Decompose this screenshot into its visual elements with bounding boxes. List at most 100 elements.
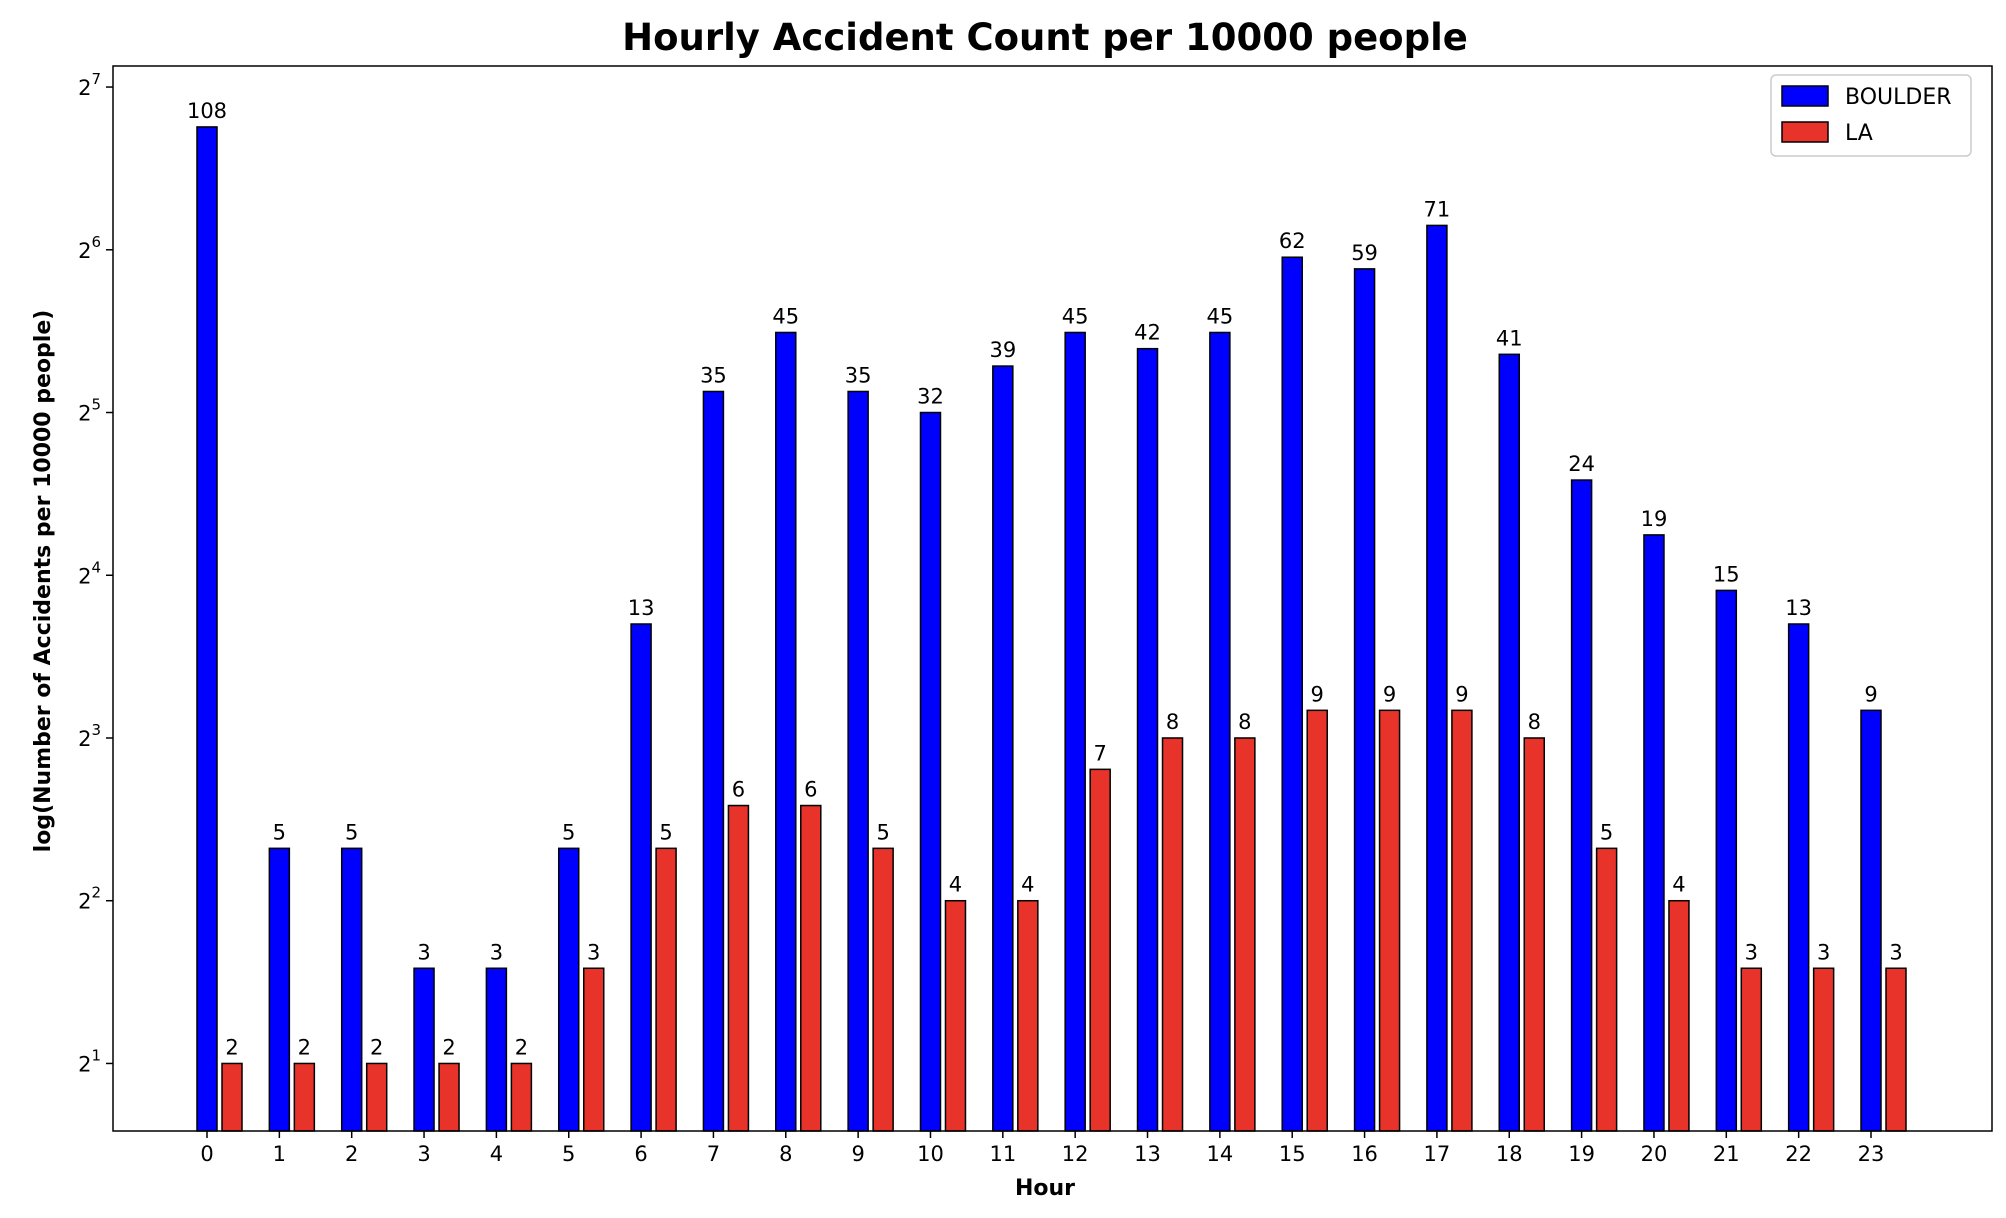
bar-la-hour-0 xyxy=(221,1062,243,1132)
x-tick-label-hour-19: 19 xyxy=(1568,1142,1595,1166)
bar-la-hour-12 xyxy=(1089,768,1111,1132)
bar-boulder-hour-1 xyxy=(268,847,291,1132)
bar-boulder-hour-4 xyxy=(485,967,508,1132)
bar-boulder-hour-19 xyxy=(1570,479,1593,1132)
x-tick-label-hour-15: 15 xyxy=(1279,1142,1306,1166)
bar-la-hour-21 xyxy=(1740,967,1763,1132)
data-label-boulder-hour-19: 24 xyxy=(1568,452,1595,476)
bar-la-hour-4 xyxy=(510,1062,533,1132)
legend-label-la: LA xyxy=(1845,121,1873,146)
x-tick-label-hour-21: 21 xyxy=(1713,1142,1740,1166)
bar-la-hour-23 xyxy=(1885,967,1907,1132)
bar-la-hour-14 xyxy=(1234,737,1256,1132)
data-label-la-hour-17: 9 xyxy=(1455,682,1468,706)
bar-boulder-hour-10 xyxy=(919,411,942,1132)
y-tick-label-2-pow-2: 22 xyxy=(78,884,101,914)
data-label-la-hour-0: 2 xyxy=(225,1035,238,1059)
data-label-boulder-hour-9: 35 xyxy=(845,363,872,387)
data-label-la-hour-21: 3 xyxy=(1745,940,1758,964)
bar-la-hour-3 xyxy=(438,1062,460,1132)
data-label-la-hour-1: 2 xyxy=(298,1035,311,1059)
data-label-boulder-hour-6: 13 xyxy=(628,596,655,620)
data-label-boulder-hour-10: 32 xyxy=(917,385,944,409)
data-label-boulder-hour-22: 13 xyxy=(1785,596,1812,620)
x-tick-label-hour-17: 17 xyxy=(1424,1142,1451,1166)
data-label-la-hour-6: 5 xyxy=(659,820,672,844)
legend-swatch-la xyxy=(1781,121,1829,143)
data-label-boulder-hour-12: 45 xyxy=(1062,304,1089,328)
x-axis-label: Hour xyxy=(1015,1176,1075,1201)
bar-la-hour-9 xyxy=(872,847,894,1132)
y-tick-label-2-pow-3: 23 xyxy=(78,721,101,751)
bar-boulder-hour-17 xyxy=(1426,224,1448,1132)
data-label-la-hour-10: 4 xyxy=(949,873,962,897)
data-label-la-hour-7: 6 xyxy=(732,778,745,802)
x-tick-label-hour-14: 14 xyxy=(1207,1142,1234,1166)
data-label-boulder-hour-1: 5 xyxy=(273,820,286,844)
data-label-boulder-hour-8: 45 xyxy=(772,304,799,328)
data-label-la-hour-22: 3 xyxy=(1817,940,1830,964)
data-label-boulder-hour-13: 42 xyxy=(1134,321,1161,345)
x-tick-label-hour-9: 9 xyxy=(851,1142,864,1166)
bar-la-hour-13 xyxy=(1161,737,1184,1132)
bar-la-hour-1 xyxy=(293,1062,316,1132)
x-tick-label-hour-4: 4 xyxy=(490,1142,503,1166)
data-label-boulder-hour-2: 5 xyxy=(345,820,358,844)
x-tick-label-hour-5: 5 xyxy=(562,1142,575,1166)
x-tick-label-hour-0: 0 xyxy=(200,1142,213,1166)
data-label-la-hour-8: 6 xyxy=(804,778,817,802)
bar-boulder-hour-0 xyxy=(196,126,218,1132)
y-tick-label-2-pow-1: 21 xyxy=(78,1046,101,1076)
data-label-la-hour-11: 4 xyxy=(1021,873,1034,897)
bar-boulder-hour-23 xyxy=(1860,709,1882,1132)
x-tick-label-hour-23: 23 xyxy=(1858,1142,1885,1166)
x-tick-label-hour-1: 1 xyxy=(273,1142,286,1166)
data-label-boulder-hour-18: 41 xyxy=(1496,326,1523,350)
data-label-la-hour-2: 2 xyxy=(370,1035,383,1059)
bar-boulder-hour-3 xyxy=(413,967,435,1132)
bar-boulder-hour-16 xyxy=(1353,268,1376,1132)
data-label-boulder-hour-21: 15 xyxy=(1713,562,1740,586)
bar-la-hour-10 xyxy=(944,899,967,1132)
y-tick-label-2-pow-6: 26 xyxy=(78,233,101,263)
data-label-boulder-hour-0: 108 xyxy=(187,99,227,123)
x-tick-label-hour-12: 12 xyxy=(1062,1142,1089,1166)
y-axis-label: log(Number of Accidents per 10000 people… xyxy=(31,310,56,853)
bar-boulder-hour-7 xyxy=(702,390,725,1132)
data-label-boulder-hour-16: 59 xyxy=(1351,241,1378,265)
bar-la-hour-5 xyxy=(582,967,605,1132)
bar-la-hour-8 xyxy=(800,804,822,1132)
bar-boulder-hour-14 xyxy=(1209,331,1231,1132)
plot-frame xyxy=(112,65,1993,1132)
bar-boulder-hour-22 xyxy=(1787,623,1810,1132)
bar-boulder-hour-5 xyxy=(557,847,580,1132)
data-label-boulder-hour-5: 5 xyxy=(562,820,575,844)
data-label-boulder-hour-11: 39 xyxy=(989,338,1016,362)
x-tick-label-hour-13: 13 xyxy=(1134,1142,1161,1166)
x-tick-label-hour-22: 22 xyxy=(1785,1142,1812,1166)
chart-title: Hourly Accident Count per 10000 people xyxy=(622,16,1468,59)
data-label-la-hour-5: 3 xyxy=(587,940,600,964)
bar-la-hour-19 xyxy=(1595,847,1618,1132)
bar-la-hour-16 xyxy=(1378,709,1401,1132)
data-label-la-hour-18: 8 xyxy=(1528,710,1541,734)
data-label-la-hour-16: 9 xyxy=(1383,682,1396,706)
bar-boulder-hour-8 xyxy=(775,331,797,1132)
data-label-boulder-hour-7: 35 xyxy=(700,363,727,387)
data-label-boulder-hour-20: 19 xyxy=(1641,507,1668,531)
x-tick-label-hour-2: 2 xyxy=(345,1142,358,1166)
bar-boulder-hour-15 xyxy=(1281,256,1303,1132)
data-label-boulder-hour-3: 3 xyxy=(417,940,430,964)
bar-boulder-hour-21 xyxy=(1715,589,1738,1132)
bar-boulder-hour-6 xyxy=(630,623,652,1132)
y-tick-label-2-pow-7: 27 xyxy=(78,70,101,100)
bar-boulder-hour-11 xyxy=(992,365,1014,1132)
x-tick-label-hour-16: 16 xyxy=(1351,1142,1378,1166)
bar-boulder-hour-12 xyxy=(1064,331,1086,1132)
bar-la-hour-15 xyxy=(1306,709,1328,1132)
x-tick-label-hour-3: 3 xyxy=(417,1142,430,1166)
bar-boulder-hour-20 xyxy=(1643,534,1665,1132)
data-label-boulder-hour-14: 45 xyxy=(1207,304,1234,328)
